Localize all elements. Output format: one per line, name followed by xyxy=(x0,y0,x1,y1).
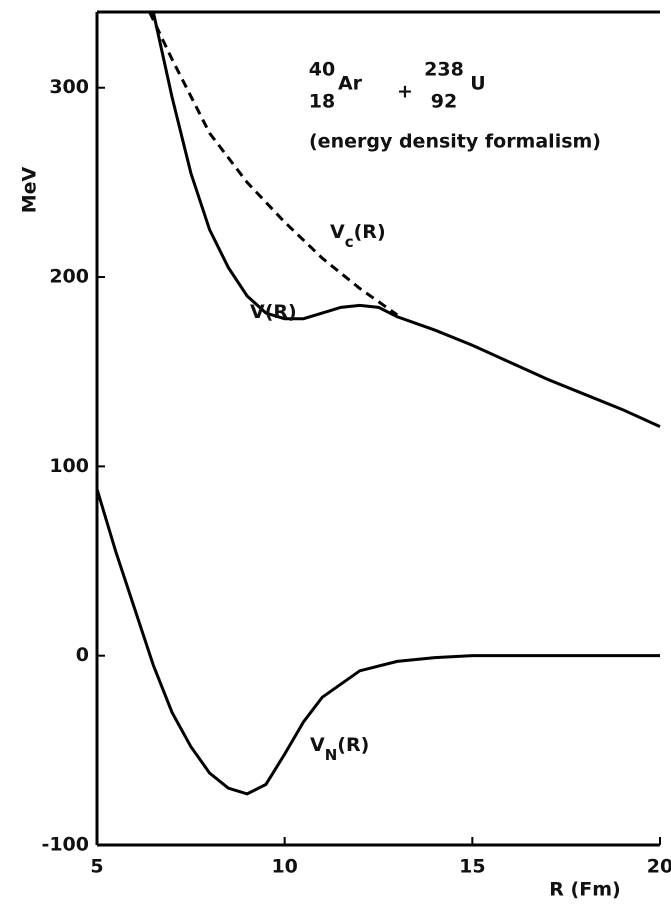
x-tick-label: 15 xyxy=(459,856,485,878)
y-tick-label: 100 xyxy=(49,455,89,477)
label-main: V(R) xyxy=(250,301,297,323)
label-sub: N xyxy=(325,746,338,764)
x-tick-label: 20 xyxy=(647,856,671,878)
label-rest: (R) xyxy=(337,734,369,756)
label-main: V xyxy=(310,734,325,756)
curve xyxy=(95,488,660,796)
label-sub: c xyxy=(345,233,354,251)
atomic-number: 18 xyxy=(309,91,335,113)
y-tick-label: 200 xyxy=(49,266,89,288)
curve xyxy=(148,11,399,317)
mass-number: 40 xyxy=(309,59,335,81)
subtitle: (energy density formalism) xyxy=(309,131,601,153)
x-axis-label: R (Fm) xyxy=(549,879,620,901)
x-tick-label: 10 xyxy=(271,856,297,878)
y-tick-label: 0 xyxy=(76,644,89,666)
plus: + xyxy=(397,81,413,103)
label-rest: (R) xyxy=(354,221,386,243)
curve-label: Vc(R) xyxy=(330,221,386,251)
atomic-number: 92 xyxy=(431,91,457,113)
element: Ar xyxy=(338,73,363,95)
label-main: V xyxy=(330,221,345,243)
curve-label: V(R) xyxy=(250,301,297,323)
y-tick-label: 300 xyxy=(49,76,89,98)
curve-label: VN(R) xyxy=(310,734,369,764)
element: U xyxy=(470,73,485,95)
x-tick-label: 5 xyxy=(90,856,103,878)
mass-number: 238 xyxy=(424,59,464,81)
y-tick-label: -100 xyxy=(41,834,89,856)
curve xyxy=(151,11,661,428)
y-axis-label: MeV xyxy=(19,166,41,213)
